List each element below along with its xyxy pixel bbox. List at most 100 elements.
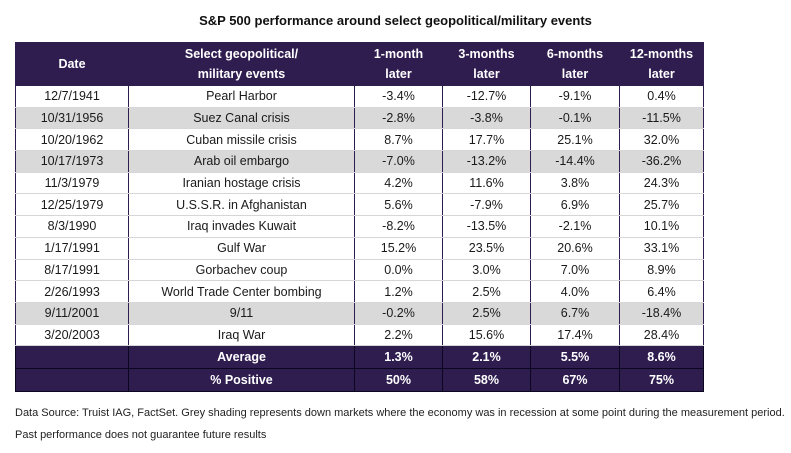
summary-value-cell: 8.6% [619, 345, 704, 370]
change-3months-cell: -7.9% [442, 193, 531, 217]
date-cell: 8/3/1990 [15, 215, 129, 238]
change-1month-cell: 5.6% [354, 193, 443, 217]
summary-label-cell: Average [128, 345, 355, 370]
table-row: 3/20/2003 Iraq War 2.2% 15.6% 17.4% 28.4% [15, 324, 704, 347]
event-cell: World Trade Center bombing [128, 280, 355, 303]
performance-table: Date Select geopolitical/ military event… [15, 42, 704, 393]
change-1month-cell: 15.2% [354, 237, 443, 260]
event-cell: Pearl Harbor [128, 85, 355, 108]
change-6months-cell: 3.8% [530, 172, 620, 195]
change-1month-cell: 8.7% [354, 128, 443, 152]
header-6months-line1: 6-months [546, 47, 604, 61]
header-1month-line2: later [385, 67, 412, 81]
event-cell: U.S.S.R. in Afghanistan [128, 193, 355, 217]
summary-value-cell: 67% [530, 368, 620, 393]
change-3months-cell: 2.5% [442, 302, 531, 325]
change-1month-cell: -0.2% [354, 302, 443, 325]
header-12months: 12-months later [619, 42, 704, 86]
change-6months-cell: 6.9% [530, 193, 620, 217]
date-cell: 10/20/1962 [15, 128, 129, 152]
header-6months-line2: later [561, 67, 589, 81]
date-cell: 11/3/1979 [15, 172, 129, 195]
change-6months-cell: 6.7% [530, 302, 620, 325]
change-3months-cell: 3.0% [442, 259, 531, 282]
change-1month-cell: 0.0% [354, 259, 443, 282]
change-6months-cell: -0.1% [530, 107, 620, 130]
table-row: 1/17/1991 Gulf War 15.2% 23.5% 20.6% 33.1% [15, 237, 704, 260]
change-6months-cell: -2.1% [530, 215, 620, 238]
change-12months-cell: 10.1% [619, 215, 704, 238]
table-row: 9/11/2001 9/11 -0.2% 2.5% 6.7% -18.4% [15, 302, 704, 325]
header-event: Select geopolitical/ military events [128, 42, 355, 86]
change-1month-cell: -2.8% [354, 107, 443, 130]
change-6months-cell: -14.4% [530, 150, 620, 173]
table-row: 12/25/1979 U.S.S.R. in Afghanistan 5.6% -7.… [15, 193, 704, 217]
header-12months-line1: 12-months [629, 47, 694, 61]
change-1month-cell: -3.4% [354, 85, 443, 108]
event-cell: Iraq War [128, 324, 355, 347]
change-3months-cell: -13.2% [442, 150, 531, 173]
event-cell: Iraq invades Kuwait [128, 215, 355, 238]
change-6months-cell: -9.1% [530, 85, 620, 108]
change-3months-cell: 17.7% [442, 128, 531, 152]
event-cell: 9/11 [128, 302, 355, 325]
change-12months-cell: -36.2% [619, 150, 704, 173]
footnote: Data Source: Truist IAG, FactSet. Grey s… [15, 407, 785, 441]
change-1month-cell: 4.2% [354, 172, 443, 195]
table-row: 11/3/1979 Iranian hostage crisis 4.2% 11.6%… [15, 172, 704, 195]
header-3months: 3-months later [442, 42, 531, 86]
summary-value-cell: 75% [619, 368, 704, 393]
event-cell: Suez Canal crisis [128, 107, 355, 130]
header-12months-line2: later [648, 67, 675, 81]
summary-value-cell: 50% [354, 368, 443, 393]
summary-blank-cell [15, 345, 129, 370]
change-12months-cell: 28.4% [619, 324, 704, 347]
summary-row: Average 1.3% 2.1% 5.5% 8.6% [15, 345, 704, 370]
event-cell: Cuban missile crisis [128, 128, 355, 152]
header-date: Date [15, 42, 129, 86]
table-row: 10/31/1956 Suez Canal crisis -2.8% -3.8% -0.… [15, 107, 704, 130]
table-row: 8/17/1991 Gorbachev coup 0.0% 3.0% 7.0% 8.9% [15, 259, 704, 282]
table-header: Date Select geopolitical/ military event… [15, 42, 704, 86]
change-3months-cell: 23.5% [442, 237, 531, 260]
table-row: 10/20/1962 Cuban missile crisis 8.7% 17.7% 2… [15, 128, 704, 152]
event-cell: Gorbachev coup [128, 259, 355, 282]
header-3months-line1: 3-months [458, 47, 515, 61]
date-cell: 9/11/2001 [15, 302, 129, 325]
change-12months-cell: -11.5% [619, 107, 704, 130]
header-event-line1: Select geopolitical/ [184, 47, 299, 61]
change-3months-cell: -13.5% [442, 215, 531, 238]
change-3months-cell: 11.6% [442, 172, 531, 195]
change-1month-cell: 2.2% [354, 324, 443, 347]
change-6months-cell: 25.1% [530, 128, 620, 152]
summary-label-cell: % Positive [128, 368, 355, 393]
summary-row: % Positive 50% 58% 67% 75% [15, 368, 704, 393]
change-12months-cell: 24.3% [619, 172, 704, 195]
date-cell: 10/31/1956 [15, 107, 129, 130]
change-6months-cell: 20.6% [530, 237, 620, 260]
header-3months-line2: later [473, 67, 500, 81]
table-summary: Average 1.3% 2.1% 5.5% 8.6%% Positive 50% 58% 6… [15, 345, 704, 393]
change-1month-cell: -8.2% [354, 215, 443, 238]
header-1month-line1: 1-month [373, 47, 424, 61]
table-title: S&P 500 performance around select geopol… [199, 13, 592, 28]
event-cell: Arab oil embargo [128, 150, 355, 173]
summary-value-cell: 1.3% [354, 345, 443, 370]
table-row: 2/26/1993 World Trade Center bombing 1.2% 2… [15, 280, 704, 303]
change-6months-cell: 17.4% [530, 324, 620, 347]
date-cell: 3/20/2003 [15, 324, 129, 347]
header-6months: 6-months later [530, 42, 620, 86]
table-row: 12/7/1941 Pearl Harbor -3.4% -12.7% -9.1% 0.4… [15, 85, 704, 108]
date-cell: 12/7/1941 [15, 85, 129, 108]
change-6months-cell: 4.0% [530, 280, 620, 303]
table-row: 10/17/1973 Arab oil embargo -7.0% -13.2% -14… [15, 150, 704, 173]
date-cell: 8/17/1991 [15, 259, 129, 282]
change-12months-cell: 25.7% [619, 193, 704, 217]
date-cell: 1/17/1991 [15, 237, 129, 260]
event-cell: Gulf War [128, 237, 355, 260]
summary-value-cell: 5.5% [530, 345, 620, 370]
summary-blank-cell [15, 368, 129, 393]
date-cell: 10/17/1973 [15, 150, 129, 173]
date-cell: 12/25/1979 [15, 193, 129, 217]
date-cell: 2/26/1993 [15, 280, 129, 303]
